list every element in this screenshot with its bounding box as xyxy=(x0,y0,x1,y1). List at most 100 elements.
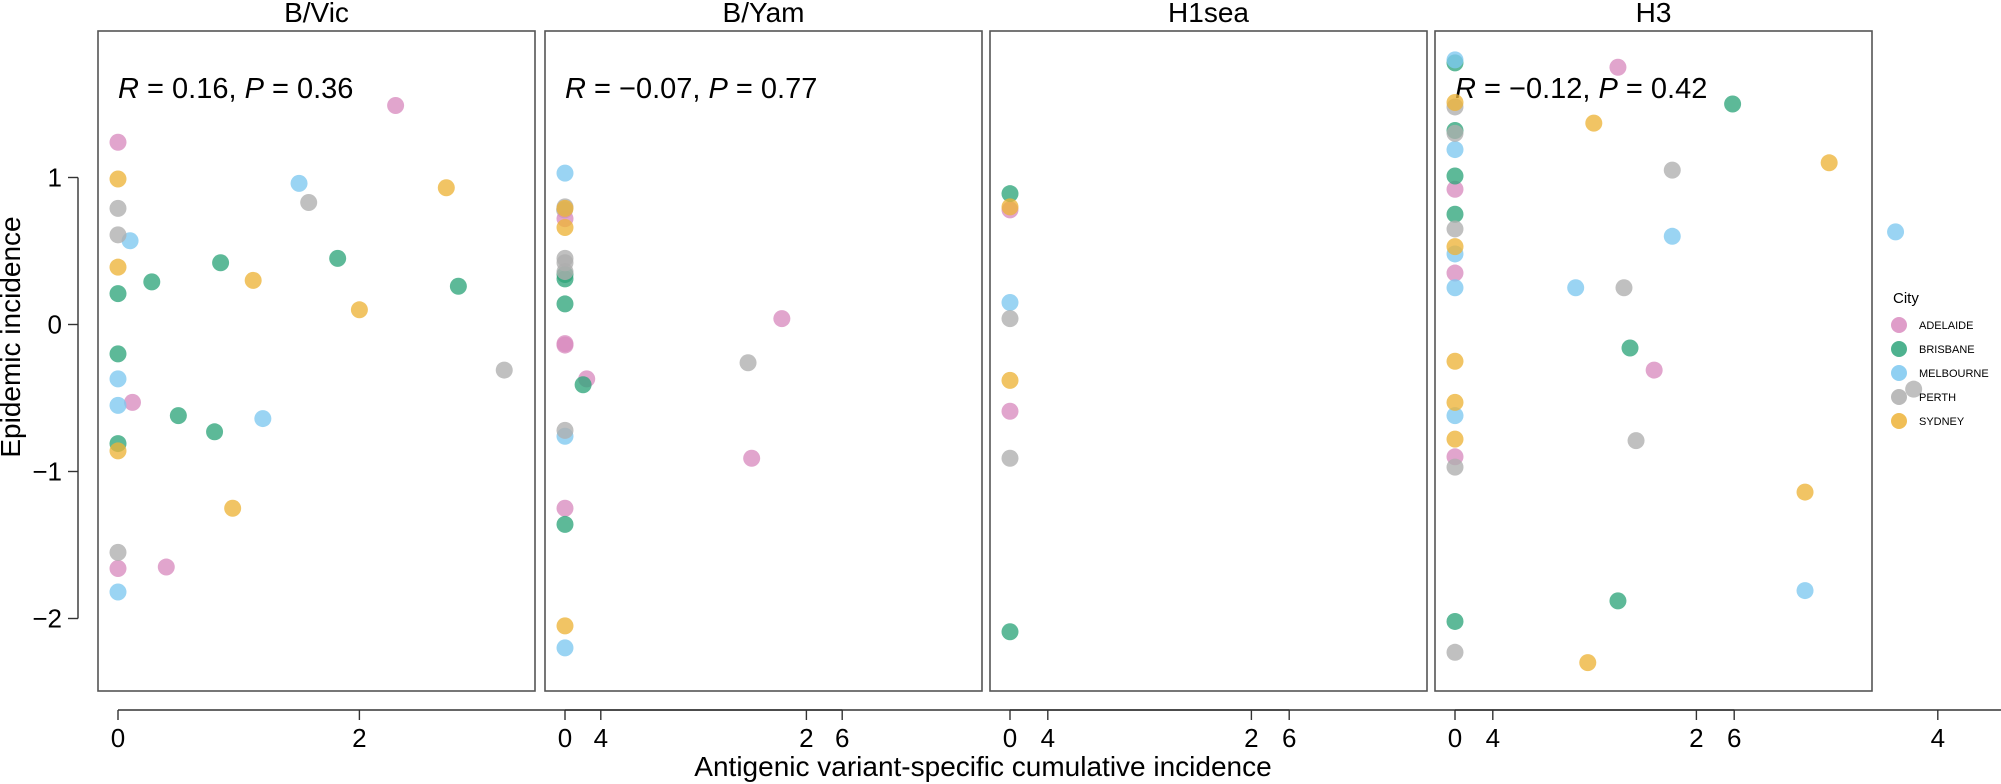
x-tick-label: 4 xyxy=(1041,723,1055,753)
legend-swatch xyxy=(1891,341,1907,357)
data-point-brisbane xyxy=(143,273,161,291)
data-point-perth xyxy=(556,421,574,439)
data-point-sydney xyxy=(244,271,262,289)
data-point-perth xyxy=(556,263,574,281)
data-point-sydney xyxy=(1446,352,1464,370)
panels-layer: B/Vic R = 0.16, P = 0.36 0 2 4 6 −2 −1 0 1 B/Yam R … xyxy=(32,0,2001,753)
data-point-sydney xyxy=(556,199,574,217)
data-point-sydney xyxy=(437,179,455,197)
data-point-sydney xyxy=(1446,238,1464,256)
x-tick-label: 0 xyxy=(558,723,572,753)
data-point-brisbane xyxy=(574,376,592,394)
data-point-perth xyxy=(1905,380,1923,398)
data-point-adelaide xyxy=(1446,180,1464,198)
data-point-melbourne xyxy=(290,174,308,192)
y-tick-label: 0 xyxy=(48,310,62,340)
legend-swatch xyxy=(1891,389,1907,405)
data-point-melbourne xyxy=(1446,279,1464,297)
data-point-brisbane xyxy=(1724,95,1742,113)
legend-swatch xyxy=(1891,413,1907,429)
data-point-melbourne xyxy=(1567,279,1585,297)
x-tick-label: 6 xyxy=(835,723,849,753)
data-point-adelaide xyxy=(387,96,405,114)
data-point-adelaide xyxy=(1609,58,1627,76)
data-point-melbourne xyxy=(109,396,127,414)
panel-frame xyxy=(989,30,1428,692)
panel-2: H1sea 0 2 4 6 xyxy=(989,0,1741,753)
data-point-melbourne xyxy=(109,370,127,388)
data-point-sydney xyxy=(350,301,368,319)
panel-title: B/Vic xyxy=(284,0,349,28)
data-point-sydney xyxy=(1446,393,1464,411)
data-point-brisbane xyxy=(1621,339,1639,357)
legend-label: SYDNEY xyxy=(1919,416,1965,428)
data-point-melbourne xyxy=(1446,407,1464,425)
data-point-sydney xyxy=(109,258,127,276)
data-point-perth xyxy=(1627,432,1645,450)
data-point-perth xyxy=(1446,220,1464,238)
y-tick-label: −1 xyxy=(32,457,62,487)
x-tick-label: 4 xyxy=(1931,723,1945,753)
data-point-melbourne xyxy=(109,583,127,601)
data-point-sydney xyxy=(224,499,242,517)
data-point-brisbane xyxy=(1446,167,1464,185)
x-tick-label: 2 xyxy=(352,723,366,753)
data-point-sydney xyxy=(1001,198,1019,216)
x-tick-label: 6 xyxy=(1282,723,1296,753)
data-point-perth xyxy=(495,361,513,379)
data-point-melbourne xyxy=(556,639,574,657)
data-point-adelaide xyxy=(743,449,761,467)
data-point-brisbane xyxy=(1446,612,1464,630)
legend: City ADELAIDE BRISBANE MELBOURNE PERTH SYDNE… xyxy=(1891,290,1989,429)
panel-title: B/Yam xyxy=(723,0,805,28)
data-point-adelaide xyxy=(1001,402,1019,420)
data-point-sydney xyxy=(1446,430,1464,448)
y-tick-label: −2 xyxy=(32,604,62,634)
points-layer xyxy=(109,51,1923,672)
data-point-perth xyxy=(1446,458,1464,476)
legend-swatch xyxy=(1891,365,1907,381)
x-axis-title: Antigenic variant-specific cumulative in… xyxy=(694,751,1271,782)
data-point-brisbane xyxy=(329,249,347,267)
data-point-sydney xyxy=(109,170,127,188)
legend-label: PERTH xyxy=(1919,392,1956,404)
data-point-sydney xyxy=(1579,654,1597,672)
panel-1: B/Yam R = −0.07, P = 0.77 0 2 4 6 xyxy=(544,0,1296,753)
x-tick-label: 4 xyxy=(594,723,608,753)
data-point-sydney xyxy=(109,442,127,460)
panel-0: B/Vic R = 0.16, P = 0.36 0 2 4 6 −2 −1 0 1 xyxy=(32,0,849,753)
data-point-brisbane xyxy=(206,423,224,441)
data-point-adelaide xyxy=(123,393,141,411)
data-point-perth xyxy=(739,354,757,372)
panel-title: H1sea xyxy=(1168,0,1249,28)
data-point-perth xyxy=(1663,161,1681,179)
data-point-melbourne xyxy=(1796,582,1814,600)
correlation-annotation: R = −0.07, P = 0.77 xyxy=(565,73,817,105)
data-point-perth xyxy=(1615,279,1633,297)
correlation-annotation: R = −0.12, P = 0.42 xyxy=(1455,73,1707,105)
data-point-perth xyxy=(109,199,127,217)
data-point-brisbane xyxy=(1446,205,1464,223)
data-point-brisbane xyxy=(1001,623,1019,641)
legend-title: City xyxy=(1893,290,1919,307)
data-point-perth xyxy=(1001,449,1019,467)
data-point-melbourne xyxy=(1446,51,1464,69)
data-point-adelaide xyxy=(1446,264,1464,282)
data-point-brisbane xyxy=(1001,185,1019,203)
y-axis-title: Epidemic incidence xyxy=(0,216,26,457)
x-tick-label: 0 xyxy=(1448,723,1462,753)
data-point-melbourne xyxy=(1663,227,1681,245)
data-point-perth xyxy=(109,226,127,244)
data-point-brisbane xyxy=(169,407,187,425)
panel-frame xyxy=(544,30,983,692)
x-tick-label: 2 xyxy=(799,723,813,753)
x-tick-label: 0 xyxy=(1003,723,1017,753)
data-point-brisbane xyxy=(212,254,230,272)
data-point-adelaide xyxy=(556,336,574,354)
legend-label: ADELAIDE xyxy=(1919,320,1973,332)
x-tick-label: 6 xyxy=(1727,723,1741,753)
data-point-perth xyxy=(1446,124,1464,142)
data-point-brisbane xyxy=(109,345,127,363)
data-point-melbourne xyxy=(1446,141,1464,159)
data-point-perth xyxy=(300,193,318,211)
